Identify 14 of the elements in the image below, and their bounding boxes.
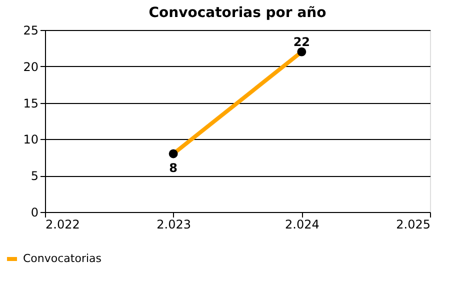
x-tick-label: 2.023 [156, 218, 192, 232]
legend-label: Convocatorias [23, 252, 102, 265]
y-tick-label: 0 [30, 206, 38, 220]
data-label: 8 [169, 160, 178, 175]
y-tick-label: 15 [23, 96, 38, 110]
y-tick-label: 10 [23, 132, 38, 147]
y-tick-label: 20 [23, 60, 38, 74]
y-tick-label: 5 [30, 169, 38, 184]
x-tick-label: 2.024 [284, 218, 320, 232]
chart-title: Convocatorias por año [148, 5, 327, 21]
data-label: 22 [293, 34, 310, 49]
y-tick-label: 25 [23, 24, 38, 38]
x-tick-label: 2.025 [396, 218, 430, 232]
x-tick-label: 2.022 [46, 218, 80, 232]
